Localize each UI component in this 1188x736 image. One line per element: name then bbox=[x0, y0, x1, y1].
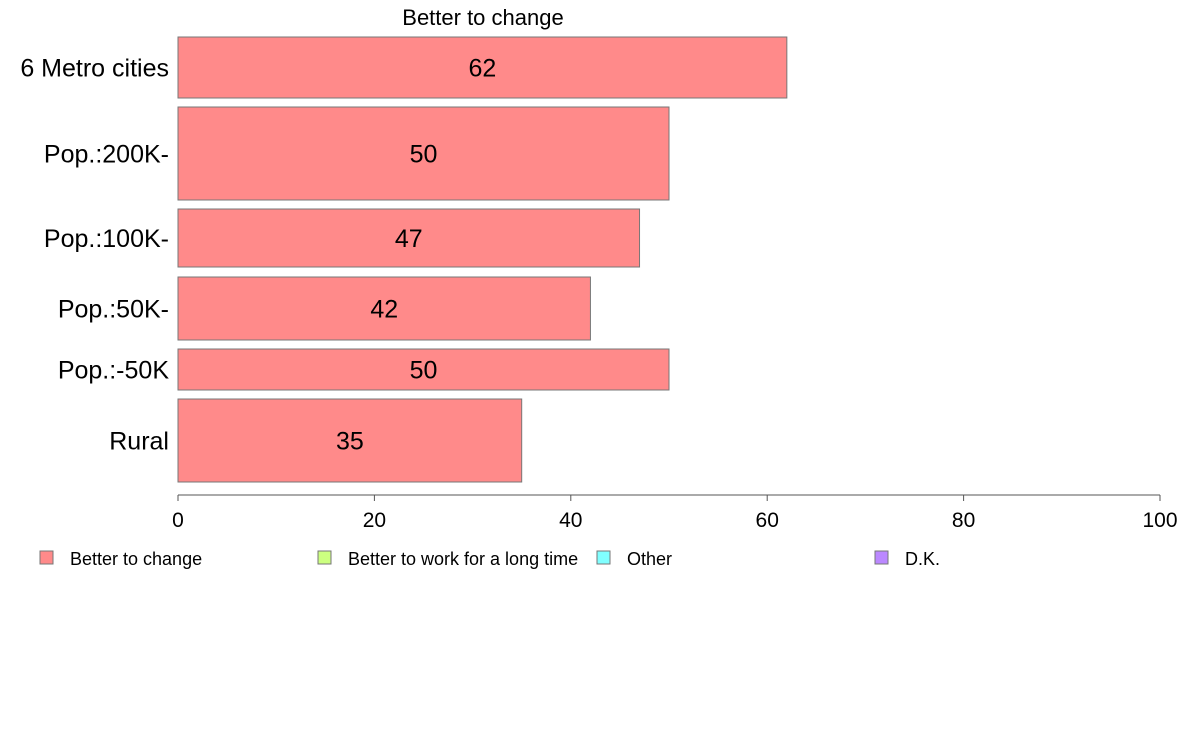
data-label: 47 bbox=[395, 225, 423, 253]
x-axis: 0 20 40 60 80 100 bbox=[172, 494, 1178, 532]
data-label: 42 bbox=[370, 296, 398, 324]
category-label: Pop.:100K- bbox=[44, 225, 169, 253]
bar bbox=[177, 276, 591, 341]
category-label: 6 Metro cities bbox=[20, 55, 169, 83]
bar bbox=[177, 106, 670, 201]
legend-label: Better to change bbox=[70, 549, 202, 569]
data-label: 35 bbox=[336, 428, 364, 456]
category-label: Rural bbox=[109, 428, 169, 456]
legend-label: Other bbox=[627, 549, 672, 569]
bar bbox=[177, 208, 641, 268]
data-label: 62 bbox=[469, 55, 497, 83]
x-tick-label: 0 bbox=[172, 509, 184, 532]
data-label: 50 bbox=[410, 141, 438, 169]
category-label: Pop.:50K- bbox=[58, 296, 169, 324]
legend-label: D.K. bbox=[905, 549, 940, 569]
category-label: Pop.:200K- bbox=[44, 141, 169, 169]
bar bbox=[177, 348, 670, 391]
legend-swatch bbox=[874, 550, 889, 565]
category-label: Pop.:-50K bbox=[58, 357, 170, 385]
x-tick-label: 20 bbox=[363, 509, 386, 532]
data-label: 50 bbox=[410, 357, 438, 385]
legend-swatch bbox=[596, 550, 611, 565]
x-tick-label: 40 bbox=[559, 509, 582, 532]
legend: Better to change Better to work for a lon… bbox=[39, 549, 940, 569]
bars-group: 6 Metro cities 62 Pop.:200K- 50 Pop.:100K- 47… bbox=[20, 36, 788, 483]
x-tick-label: 60 bbox=[756, 509, 779, 532]
legend-swatch bbox=[39, 550, 54, 565]
bar bbox=[177, 398, 523, 483]
x-tick-label: 80 bbox=[952, 509, 975, 532]
chart-title: Better to change bbox=[402, 5, 563, 30]
legend-swatch bbox=[317, 550, 332, 565]
bar bbox=[177, 36, 788, 99]
legend-label: Better to work for a long time bbox=[348, 549, 578, 569]
x-tick-label: 100 bbox=[1142, 509, 1177, 532]
